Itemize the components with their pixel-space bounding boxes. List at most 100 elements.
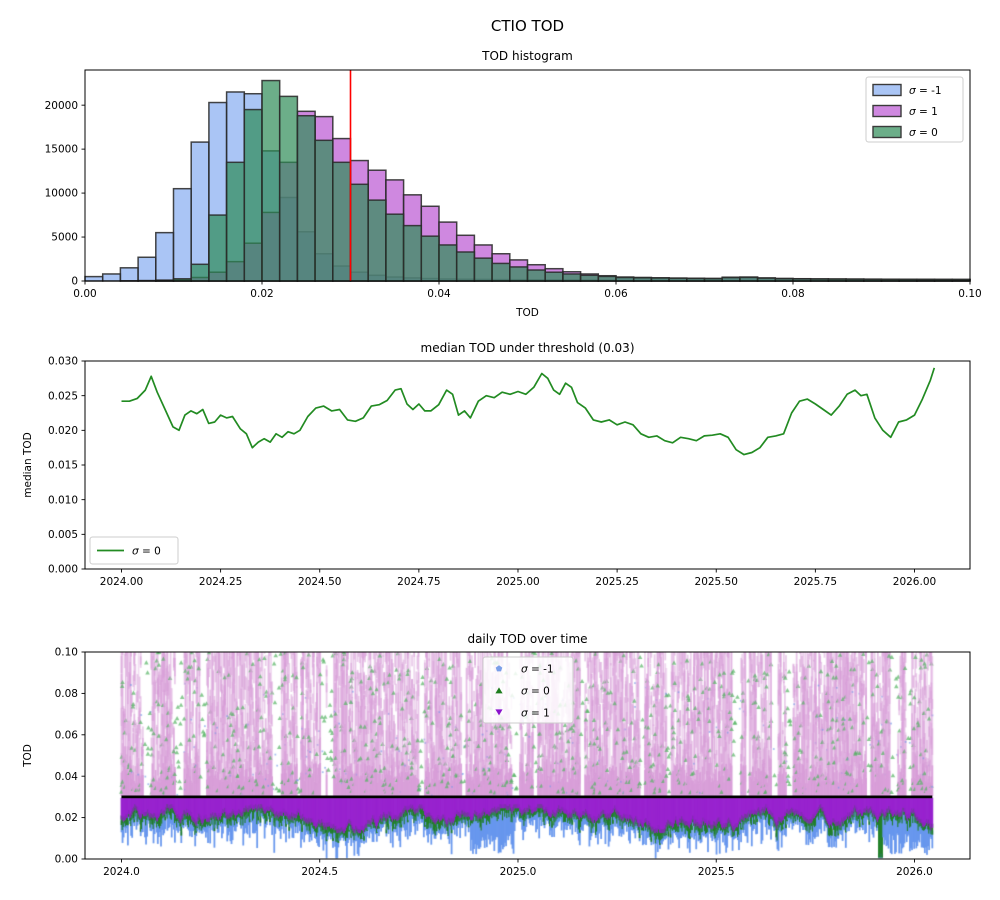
legend-box	[482, 656, 574, 724]
histogram-title: TOD histogram	[481, 49, 573, 63]
hist-bar	[544, 271, 564, 282]
legend-entry-label: σ = 0	[909, 127, 938, 139]
scatter-ylabel: TOD	[22, 744, 34, 768]
hist-bar	[420, 235, 440, 282]
hist-bar	[597, 275, 617, 282]
x-tick-label: 2025.5	[698, 866, 735, 878]
y-tick-label: 0.04	[55, 771, 79, 783]
y-tick-label: 20000	[45, 100, 78, 112]
hist-bar	[385, 213, 405, 282]
hist-bar	[632, 276, 653, 282]
hist-bar	[615, 276, 635, 282]
x-tick-label: 0.08	[781, 288, 804, 300]
x-tick-label: 0.04	[427, 288, 451, 300]
hist-bar	[314, 139, 334, 282]
legend-swatch	[872, 125, 902, 139]
x-tick-label: 0.02	[250, 288, 273, 300]
hist-xlabel: TOD	[515, 307, 539, 319]
legend-marker-pentagon	[495, 665, 503, 672]
hist-bar	[721, 276, 741, 282]
median-tod-line	[121, 367, 936, 456]
hist-bar	[402, 224, 423, 282]
x-tick-label: 0.06	[604, 288, 628, 300]
x-tick-label: 2025.00	[496, 576, 539, 588]
y-tick-label: 0.010	[48, 494, 78, 506]
hist-bar	[119, 267, 139, 282]
legend-entry-label: σ = -1	[521, 664, 554, 676]
legend-marker-triangle-up	[495, 687, 503, 694]
median-legend: σ = 0	[89, 536, 179, 565]
y-tick-label: 0.025	[48, 390, 78, 402]
x-tick-label: 2025.0	[500, 866, 537, 878]
y-tick-label: 0.00	[55, 854, 78, 866]
hist-bar	[101, 273, 122, 282]
y-tick-label: 0.015	[48, 460, 78, 472]
x-tick-label: 2025.75	[794, 576, 837, 588]
x-tick-label: 2024.75	[397, 576, 440, 588]
hist-bar	[739, 276, 759, 282]
y-tick-label: 10000	[45, 188, 78, 200]
hist-bar	[455, 251, 476, 282]
axes-frame-1	[84, 360, 971, 570]
x-tick-label: 0.00	[73, 288, 96, 300]
x-tick-label: 2026.00	[893, 576, 936, 588]
axes-root: 0.00 0.02 0.04 0.06 0.08 0.10 0 5000 10000 15000 2…	[22, 69, 982, 878]
hist-bar	[296, 114, 316, 282]
hist-bar	[491, 262, 511, 282]
legend-entry-label: σ = 0	[132, 546, 161, 558]
legend-entry-label: σ = 0	[521, 686, 550, 698]
scatter-title: daily TOD over time	[467, 632, 587, 646]
y-tick-label: 0.02	[55, 812, 78, 824]
hist-bar	[526, 269, 546, 282]
histogram-bars	[84, 79, 971, 282]
hist-bar	[84, 275, 104, 282]
hist-bar	[261, 79, 281, 282]
legend-box	[89, 536, 179, 565]
hist-series	[119, 79, 971, 282]
hist-bar	[155, 231, 175, 282]
axes-panel-1: 2024.00 2024.25 2024.50 2024.75 2025.00 2025.…	[48, 356, 936, 588]
figure-title: CTIO TOD	[491, 17, 564, 35]
median-line-title: median TOD under threshold (0.03)	[421, 341, 635, 355]
hist-bar	[190, 263, 210, 282]
median-ylabel: median TOD	[22, 432, 34, 497]
hist-bar	[579, 274, 600, 282]
x-tick-label: 2024.50	[298, 576, 341, 588]
y-tick-label: 0.030	[48, 356, 78, 368]
y-tick-label: 0.020	[48, 425, 78, 437]
hist-bar	[438, 244, 458, 282]
hist-bar	[172, 187, 192, 282]
axes-panel-2: 2024.0 2024.5 2025.0 2025.5 2026.0 0.00 0.02 0.…	[55, 647, 933, 878]
hist-bar	[208, 214, 228, 282]
x-tick-label: 2025.25	[595, 576, 638, 588]
x-tick-label: 2026.0	[896, 866, 933, 878]
axes-frame-2	[84, 651, 971, 860]
legend-entry-label: σ = -1	[909, 85, 942, 97]
x-tick-label: 2024.25	[199, 576, 242, 588]
y-tick-label: 0.10	[55, 647, 78, 659]
x-tick-label: 2024.00	[100, 576, 143, 588]
y-tick-label: 0	[71, 276, 78, 288]
x-tick-label: 2025.50	[695, 576, 738, 588]
axes-frame-0	[84, 69, 971, 282]
legend-swatch	[872, 83, 902, 97]
y-tick-label: 0.000	[48, 564, 78, 576]
hist-bar	[243, 108, 263, 282]
x-tick-label: 2024.0	[103, 866, 140, 878]
hist-bar	[137, 256, 157, 282]
legend-marker-triangle-down	[495, 709, 503, 716]
y-tick-label: 0.08	[55, 688, 78, 700]
y-tick-label: 0.06	[55, 729, 79, 741]
scatter-legend: σ = -1 σ = 0 σ = 1	[482, 656, 574, 724]
legend-swatch	[872, 104, 902, 118]
hist-bar	[190, 141, 210, 282]
hist-bar	[278, 95, 299, 282]
hist-bar	[332, 161, 352, 282]
legend-entry-label: σ = 1	[521, 708, 550, 720]
legend-entry-label: σ = 1	[909, 106, 938, 118]
hist-bar	[509, 266, 529, 282]
hist-bar	[473, 257, 493, 282]
